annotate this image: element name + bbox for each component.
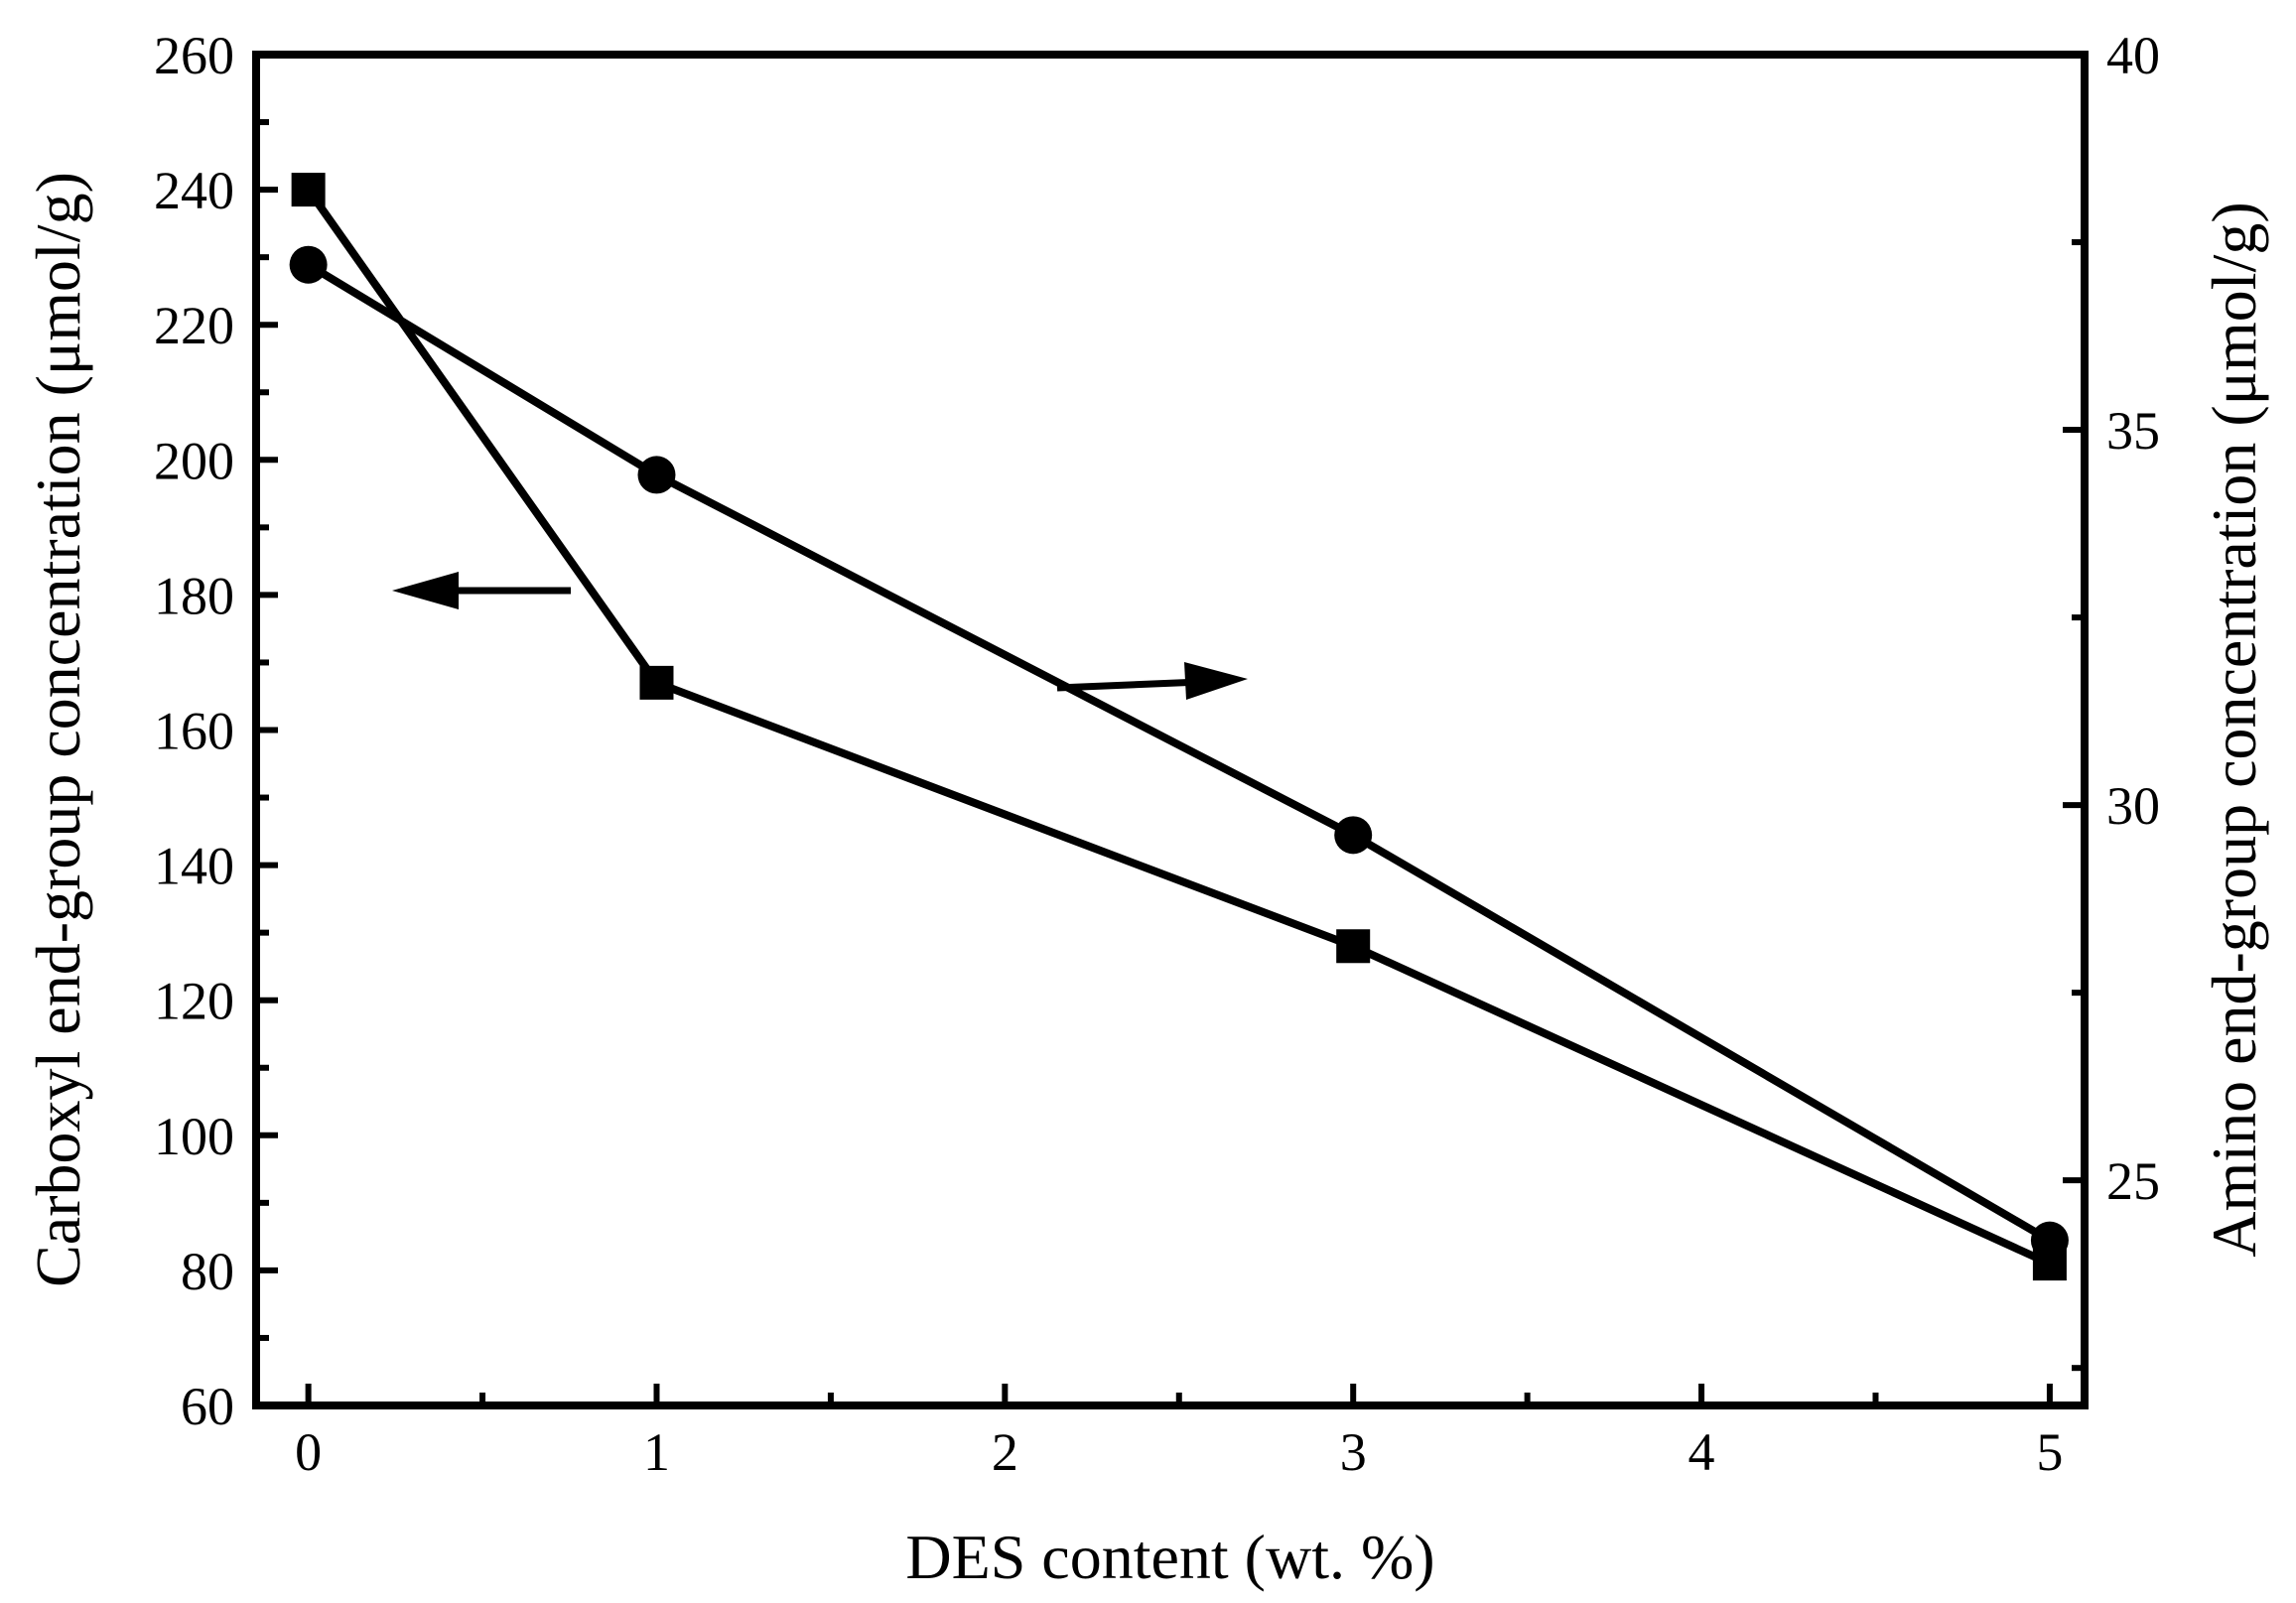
y-tick-label: 260 <box>154 26 234 85</box>
y2-tick-label: 25 <box>2106 1151 2160 1211</box>
carboxyl-data-point <box>1336 929 1371 964</box>
left-axis-arrow-head <box>392 572 459 609</box>
series-lines <box>305 187 2052 1268</box>
y-axis-title: Carboxyl end-group concentration (μmol/g… <box>23 172 93 1287</box>
y-tick-label: 200 <box>154 431 234 490</box>
y-tick-label: 180 <box>154 566 234 625</box>
y-tick-label: 60 <box>181 1377 234 1436</box>
right-axis-arrow-shaft <box>1056 678 1202 692</box>
amino-data-point <box>289 245 328 284</box>
series-markers <box>289 173 2069 1281</box>
y2-axis-title: Amino end-group concentration (μmol/g) <box>2199 201 2269 1257</box>
x-tick-label: 0 <box>295 1422 322 1482</box>
y-tick-label: 220 <box>154 296 234 355</box>
amino-data-point <box>2030 1221 2069 1260</box>
y-tick-label: 80 <box>181 1242 234 1301</box>
right-axis-arrow-head <box>1184 662 1248 700</box>
x-axis-title: DES content (wt. %) <box>905 1522 1434 1592</box>
y2-tick-label: 35 <box>2106 401 2160 461</box>
x-tick-label: 2 <box>992 1422 1018 1482</box>
y2-tick-label: 30 <box>2106 776 2160 836</box>
x-tick-label: 5 <box>2036 1422 2063 1482</box>
carboxyl-data-point <box>639 665 674 700</box>
y-tick-label: 120 <box>154 972 234 1031</box>
axis-ticks <box>256 52 2085 1408</box>
y-tick-label: 160 <box>154 702 234 761</box>
x-tick-label: 4 <box>1688 1422 1715 1482</box>
amino-data-point <box>1334 816 1373 855</box>
y-tick-label: 100 <box>154 1107 234 1166</box>
carboxyl-data-point <box>291 173 326 207</box>
carboxyl-series-line <box>305 187 2052 1268</box>
y2-tick-label: 40 <box>2106 26 2160 85</box>
annotation-arrows <box>392 572 1248 700</box>
y-tick-label: 140 <box>154 837 234 896</box>
y-tick-label: 240 <box>154 161 234 220</box>
x-tick-label: 1 <box>643 1422 670 1482</box>
amino-series-line <box>306 261 2052 1245</box>
x-tick-label: 3 <box>1340 1422 1367 1482</box>
axis-tick-labels: 0 1 2 3 4 5 60 80 100 120 140 160 180 200 220 240 260 25 3… <box>154 26 2160 1482</box>
amino-data-point <box>637 456 676 494</box>
